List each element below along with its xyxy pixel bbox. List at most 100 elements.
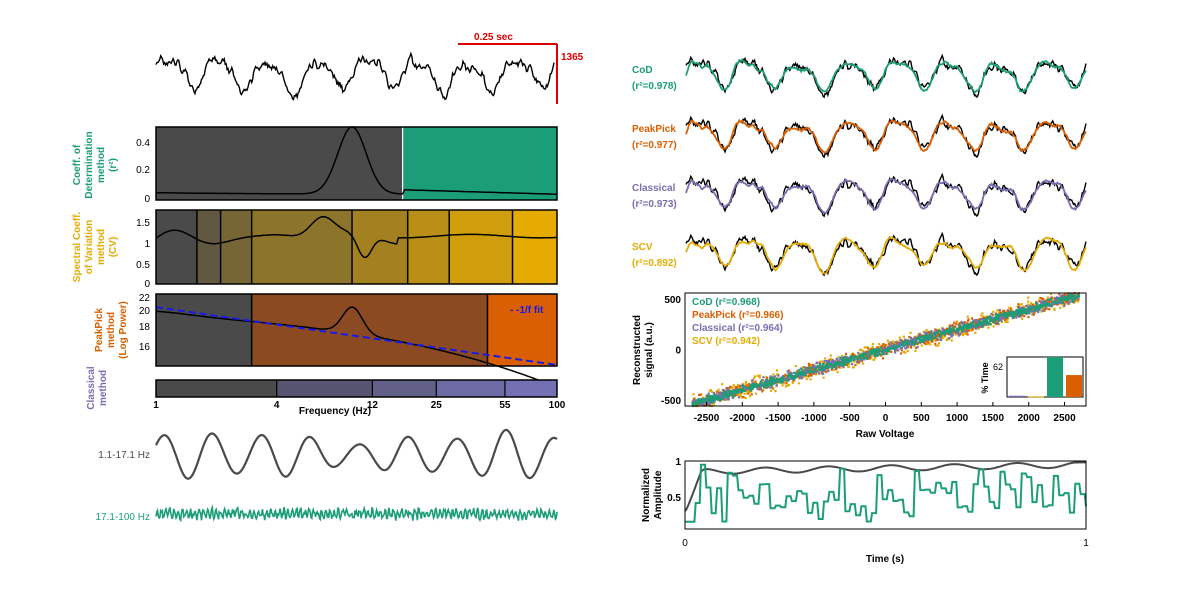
recon-raw-line <box>685 172 1087 218</box>
scatter-point <box>982 318 985 321</box>
scatter-point <box>999 313 1003 316</box>
cod-ylabel-line: method <box>96 147 107 183</box>
scatter-point <box>715 397 718 400</box>
scv-ylabel-line: of Variation <box>84 220 95 274</box>
scatter-point <box>787 378 790 381</box>
scatter-point <box>836 371 839 374</box>
scatter-point <box>1023 314 1026 318</box>
scatter-point <box>941 327 944 330</box>
scatter-point <box>758 384 761 387</box>
scatter-point <box>797 382 800 385</box>
scatter-point <box>947 329 950 333</box>
scatter-point <box>859 354 862 357</box>
scatter-point <box>916 346 919 349</box>
scatter-point <box>704 399 707 402</box>
scatter-point <box>714 394 718 397</box>
scatter-point <box>767 382 770 385</box>
scatter-point <box>724 390 727 393</box>
scatter-point <box>1075 298 1078 301</box>
pp-band-high <box>487 294 557 366</box>
scatter-point <box>723 397 726 400</box>
scatter-point <box>1064 296 1067 300</box>
scatter-ylabel: Reconstructedsignal (a.u.) <box>632 315 655 385</box>
scatter-point <box>893 343 896 347</box>
scatter-x-tick: -2500 <box>694 413 720 424</box>
scatter-point <box>913 337 916 341</box>
scatter-point <box>887 346 890 349</box>
scatter-point <box>726 392 729 396</box>
scatter-point <box>838 362 841 366</box>
scatter-point <box>1009 308 1013 311</box>
scatter-point <box>881 350 884 353</box>
scatter-point <box>824 366 828 370</box>
low-band-trace <box>155 428 558 480</box>
scatter-point <box>769 375 772 378</box>
scv-ylabel: Spectral Coeff. of Variation method (CV) <box>72 211 119 282</box>
scatter-point <box>861 352 865 355</box>
scatter-point <box>1054 297 1057 300</box>
scatter-point <box>966 319 970 322</box>
scatter-point <box>877 348 880 351</box>
scatter-point <box>934 336 937 339</box>
scatter-point <box>836 363 839 366</box>
scatter-point <box>807 362 810 366</box>
scatter-point <box>737 389 740 392</box>
scatter-point <box>977 318 980 322</box>
scatter-point <box>811 366 815 369</box>
scatter-point <box>707 392 710 395</box>
scatter-point <box>775 379 779 382</box>
scatter-point <box>839 366 842 369</box>
scv-cv-curve <box>155 215 558 259</box>
scatter-point <box>894 351 897 354</box>
scatter-point <box>705 400 709 403</box>
scatter-point <box>704 401 707 404</box>
cod-high-band <box>403 127 557 200</box>
scatter-point <box>1029 302 1033 305</box>
scatter-point <box>976 323 980 326</box>
scatter-point <box>712 397 715 400</box>
scatter-point <box>1017 310 1020 313</box>
scatter-point <box>922 340 925 344</box>
scatter-point <box>1016 310 1019 313</box>
scatter-point <box>1026 303 1030 306</box>
scatter-point <box>994 313 997 316</box>
scatter-point <box>954 333 957 336</box>
scatter-point <box>971 328 974 331</box>
scatter-point <box>1015 308 1018 312</box>
scatter-point <box>720 391 723 394</box>
scatter-point <box>805 377 808 381</box>
scatter-point <box>739 394 742 397</box>
scatter-points <box>691 292 1081 408</box>
inset-bar <box>1066 375 1082 397</box>
scatter-point <box>1041 309 1044 312</box>
scatter-point <box>752 385 755 388</box>
scatter-point <box>728 394 731 397</box>
scatter-point <box>785 382 788 385</box>
scatter-point <box>958 323 961 326</box>
scatter-point <box>991 319 994 322</box>
scatter-point <box>977 327 980 330</box>
scatter-point <box>787 369 791 372</box>
scatter-point <box>926 331 929 335</box>
scatter-point <box>910 344 913 347</box>
scatter-point <box>1054 301 1057 304</box>
scatter-point <box>798 371 801 374</box>
scatter-point <box>878 343 881 346</box>
scatter-point <box>865 350 868 353</box>
scatter-ylabel-text: Reconstructedsignal (a.u.) <box>632 315 655 385</box>
scatter-point <box>854 355 858 358</box>
scatter-point <box>786 376 789 379</box>
scatter-point <box>904 351 907 354</box>
scatter-point <box>974 318 977 322</box>
scatter-point <box>899 339 902 342</box>
scatter-point <box>739 384 742 388</box>
scatter-point <box>1039 304 1042 307</box>
scatter-point <box>1047 300 1051 304</box>
scatter-point <box>948 326 951 329</box>
scatter-point <box>697 402 700 405</box>
scatter-point <box>906 349 909 352</box>
scatter-point <box>709 397 712 400</box>
scatter-point <box>692 397 696 400</box>
scatter-point <box>926 342 930 345</box>
scatter-point <box>836 356 840 359</box>
